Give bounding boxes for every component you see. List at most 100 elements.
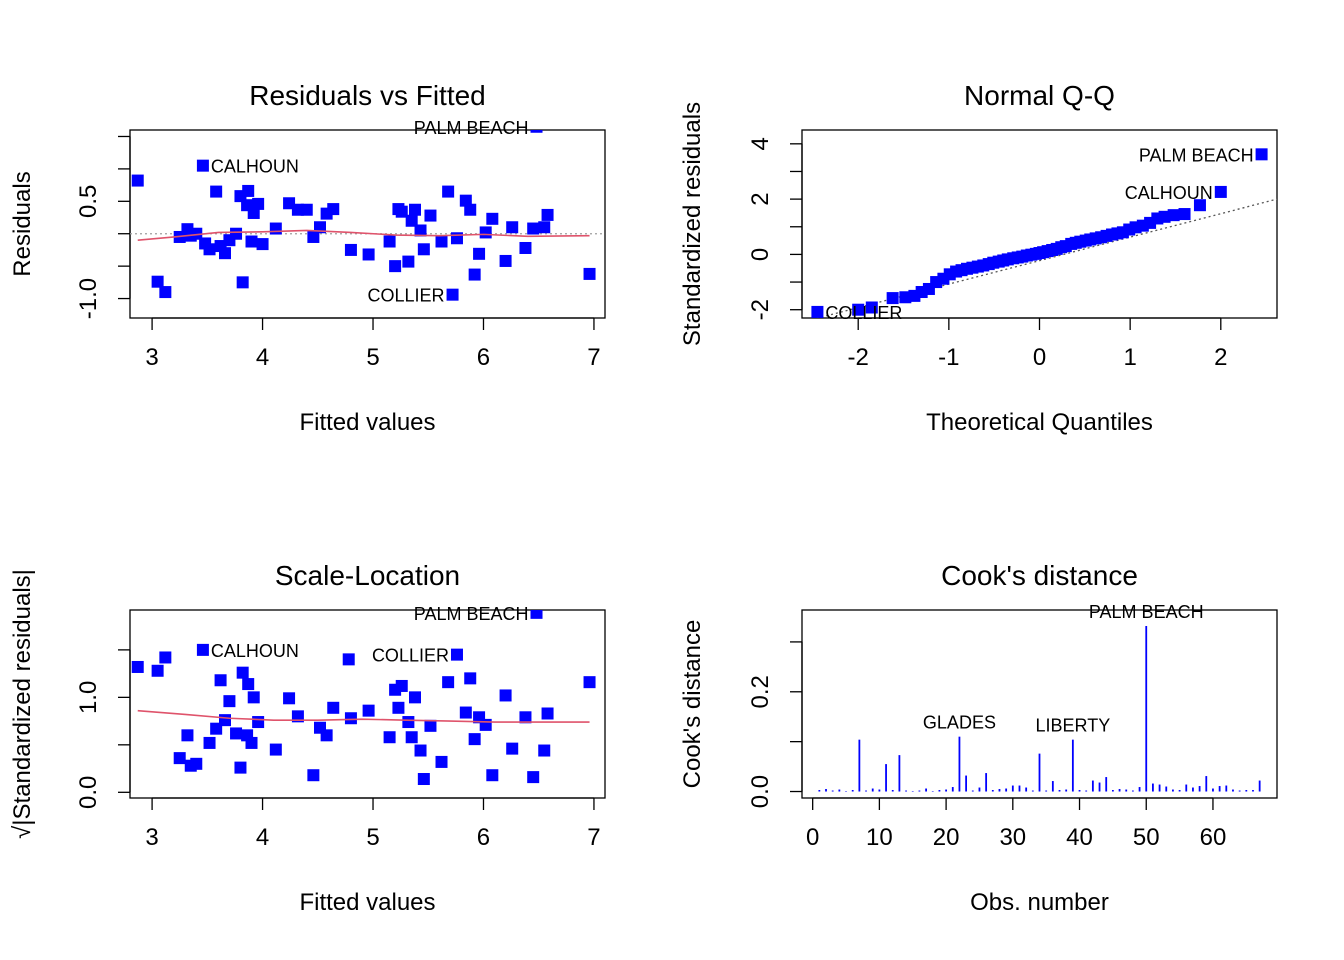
data-point bbox=[583, 676, 596, 689]
data-point bbox=[446, 288, 459, 301]
y-tick-label: 2 bbox=[747, 192, 774, 205]
x-tick-label: 1 bbox=[1123, 344, 1136, 371]
data-point bbox=[320, 729, 333, 742]
data-point bbox=[151, 275, 164, 288]
data-point bbox=[414, 224, 427, 237]
data-point bbox=[362, 704, 375, 717]
data-point bbox=[538, 221, 551, 234]
panel-scale-location: Scale-Location Fitted values √|Standardize… bbox=[9, 560, 606, 916]
data-point bbox=[865, 301, 878, 314]
x-tick-label: 7 bbox=[587, 824, 600, 851]
data-point bbox=[236, 276, 249, 289]
chart-title: Cook's distance bbox=[941, 560, 1138, 591]
x-tick-label: 40 bbox=[1066, 824, 1093, 851]
y-tick-label: 1.0 bbox=[75, 681, 102, 714]
data-point bbox=[464, 672, 477, 685]
chart-title: Residuals vs Fitted bbox=[249, 80, 486, 111]
x-tick-label: 20 bbox=[933, 824, 960, 851]
data-point bbox=[1214, 185, 1227, 198]
data-point bbox=[327, 701, 340, 714]
data-point bbox=[300, 203, 313, 216]
x-tick-label: 3 bbox=[145, 344, 158, 371]
data-point bbox=[389, 260, 402, 273]
plot-area bbox=[131, 610, 596, 786]
point-label: CALHOUN bbox=[1125, 183, 1213, 203]
data-point bbox=[506, 742, 519, 755]
data-point bbox=[392, 701, 405, 714]
chart-title: Normal Q-Q bbox=[964, 80, 1115, 111]
data-point bbox=[414, 744, 427, 757]
data-point bbox=[219, 714, 231, 727]
x-tick-label: 5 bbox=[366, 824, 379, 851]
data-point bbox=[473, 247, 486, 260]
data-point bbox=[283, 692, 296, 705]
data-point bbox=[344, 243, 357, 256]
data-point bbox=[327, 203, 340, 216]
data-point bbox=[247, 206, 260, 219]
data-point bbox=[252, 197, 265, 210]
x-tick-label: -2 bbox=[848, 344, 869, 371]
x-tick-label: 60 bbox=[1200, 824, 1227, 851]
data-point bbox=[519, 241, 532, 254]
data-point bbox=[417, 773, 430, 786]
data-point bbox=[899, 291, 912, 304]
data-point bbox=[1193, 199, 1206, 212]
data-point bbox=[307, 230, 320, 243]
x-axis-label: Theoretical Quantiles bbox=[926, 409, 1153, 436]
x-tick-label: 6 bbox=[477, 824, 490, 851]
x-tick-label: 50 bbox=[1133, 824, 1160, 851]
data-point bbox=[479, 226, 492, 239]
data-point bbox=[405, 214, 418, 227]
y-tick-label: 4 bbox=[747, 137, 774, 150]
y-axis-label: Residuals bbox=[9, 171, 36, 276]
data-point bbox=[530, 130, 543, 133]
data-point bbox=[269, 743, 282, 756]
data-point bbox=[190, 227, 203, 240]
point-label: PALM BEACH bbox=[1139, 145, 1254, 165]
data-point bbox=[1158, 210, 1171, 223]
data-point bbox=[402, 716, 415, 729]
data-point bbox=[450, 232, 463, 245]
data-point bbox=[409, 203, 421, 216]
x-tick-label: 5 bbox=[366, 344, 379, 371]
point-label: COLLIER bbox=[825, 303, 902, 323]
data-point bbox=[486, 212, 499, 225]
data-point bbox=[486, 769, 499, 782]
data-point bbox=[499, 254, 512, 267]
data-point bbox=[538, 744, 551, 757]
x-axis-label: Obs. number bbox=[970, 889, 1109, 916]
data-point bbox=[519, 711, 532, 724]
data-point bbox=[245, 235, 258, 248]
x-tick-label: 7 bbox=[587, 344, 600, 371]
data-point bbox=[479, 718, 492, 731]
x-tick-label: 2 bbox=[1214, 344, 1227, 371]
data-point bbox=[362, 248, 375, 261]
data-point bbox=[395, 679, 408, 692]
y-tick-label: -2 bbox=[747, 299, 774, 320]
data-point bbox=[210, 185, 223, 198]
data-point bbox=[252, 716, 265, 729]
data-point bbox=[151, 664, 164, 677]
x-tick-label: 30 bbox=[999, 824, 1026, 851]
point-label: PALM BEACH bbox=[414, 118, 529, 138]
point-label: CALHOUN bbox=[211, 157, 299, 177]
data-point bbox=[256, 238, 269, 251]
data-point bbox=[383, 731, 396, 744]
data-point bbox=[527, 222, 540, 235]
qq-reference-line bbox=[815, 198, 1277, 318]
data-point bbox=[230, 727, 243, 740]
data-point bbox=[1255, 148, 1268, 161]
point-label: LIBERTY bbox=[1036, 716, 1111, 736]
data-point bbox=[196, 643, 209, 656]
data-point bbox=[541, 208, 554, 221]
data-point bbox=[203, 243, 216, 256]
y-axis-label: √|Standardized residuals| bbox=[9, 569, 36, 839]
y-tick-label: 0.0 bbox=[747, 775, 774, 808]
data-point bbox=[583, 267, 596, 280]
data-point bbox=[409, 691, 421, 704]
plot-area bbox=[818, 625, 1261, 792]
plot-area bbox=[130, 130, 605, 301]
data-point bbox=[342, 653, 355, 666]
data-point bbox=[245, 736, 258, 749]
